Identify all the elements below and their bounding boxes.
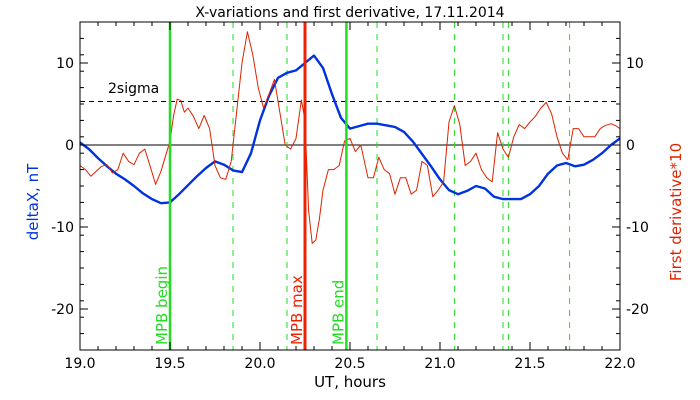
sigma-label: 2sigma <box>108 81 159 97</box>
x-tick-label-1: 19.5 <box>154 356 185 372</box>
plot-layer: MPB begin MPB max MPB end 19.0 19.5 20.0 20.5 2… <box>51 21 649 372</box>
y-tick-label-right-0: -20 <box>626 302 649 318</box>
y-tick-label-right-2: 0 <box>626 138 635 154</box>
marker-label-0: MPB begin <box>153 266 171 345</box>
x-tick-label-4: 21.0 <box>424 356 455 372</box>
x-tick-label-2: 20.0 <box>244 356 275 372</box>
y-tick-label-left-1: -10 <box>51 220 74 236</box>
y-tick-label-right-1: -10 <box>626 220 649 236</box>
series-line-derivative <box>79 31 621 244</box>
y-axis-label-left: deltaX, nT <box>24 163 42 240</box>
x-tick-label-5: 21.5 <box>514 356 545 372</box>
chart-title: X-variations and first derivative, 17.11… <box>195 5 504 21</box>
marker-label-2: MPB end <box>329 280 347 345</box>
y-tick-label-left-0: -20 <box>51 302 74 318</box>
y-axis-label-right: First derivative*10 <box>667 143 685 281</box>
y-tick-label-left-3: 10 <box>56 56 74 72</box>
x-tick-label-0: 19.0 <box>64 356 95 372</box>
y-tick-label-left-2: 0 <box>65 138 74 154</box>
y-tick-label-right-3: 10 <box>626 56 644 72</box>
x-tick-label-6: 22.0 <box>604 356 635 372</box>
x-axis-label: UT, hours <box>314 373 386 391</box>
x-tick-label-3: 20.5 <box>334 356 365 372</box>
marker-label-1: MPB max <box>288 275 306 345</box>
series-line-deltaX <box>79 54 621 205</box>
